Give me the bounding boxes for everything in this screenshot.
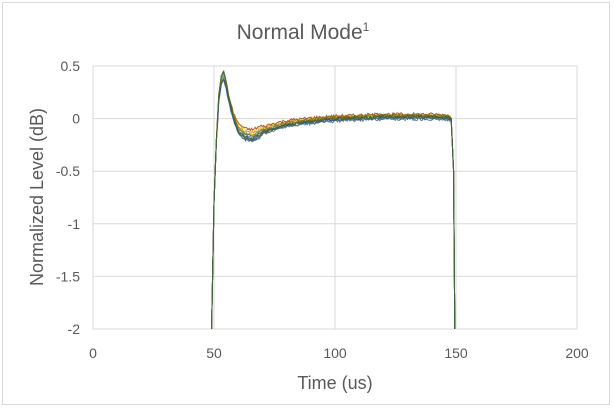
series-line [211,70,456,330]
y-tick-label: -1 [68,216,81,232]
series-line [211,70,456,330]
y-axis-title: Normalized Level (dB) [27,108,47,286]
x-axis-title: Time (us) [297,373,372,393]
y-tick-label: -2 [68,321,81,337]
x-tick-label: 0 [89,345,97,361]
x-tick-label: 200 [565,345,589,361]
chart-frame [2,2,610,405]
y-tick-label: -1.5 [56,268,80,284]
x-tick-label: 150 [444,345,468,361]
y-tick-label: 0.5 [61,58,81,74]
series-line [211,79,456,330]
series-line [211,73,456,330]
chart-title: Normal Mode1 [237,20,370,44]
y-tick-labels: 0.5 0 -0.5 -1 -1.5 -2 [56,58,80,337]
title-superscript: 1 [363,20,370,34]
x-tick-label: 50 [206,345,222,361]
x-tick-label: 100 [323,345,347,361]
y-tick-label: 0 [72,111,80,127]
y-tick-label: -0.5 [56,163,80,179]
series-line [211,78,456,330]
series-layer [211,70,456,330]
series-line [211,71,456,330]
grid-lines [92,65,578,330]
x-tick-labels: 0 50 100 150 200 [89,345,589,361]
